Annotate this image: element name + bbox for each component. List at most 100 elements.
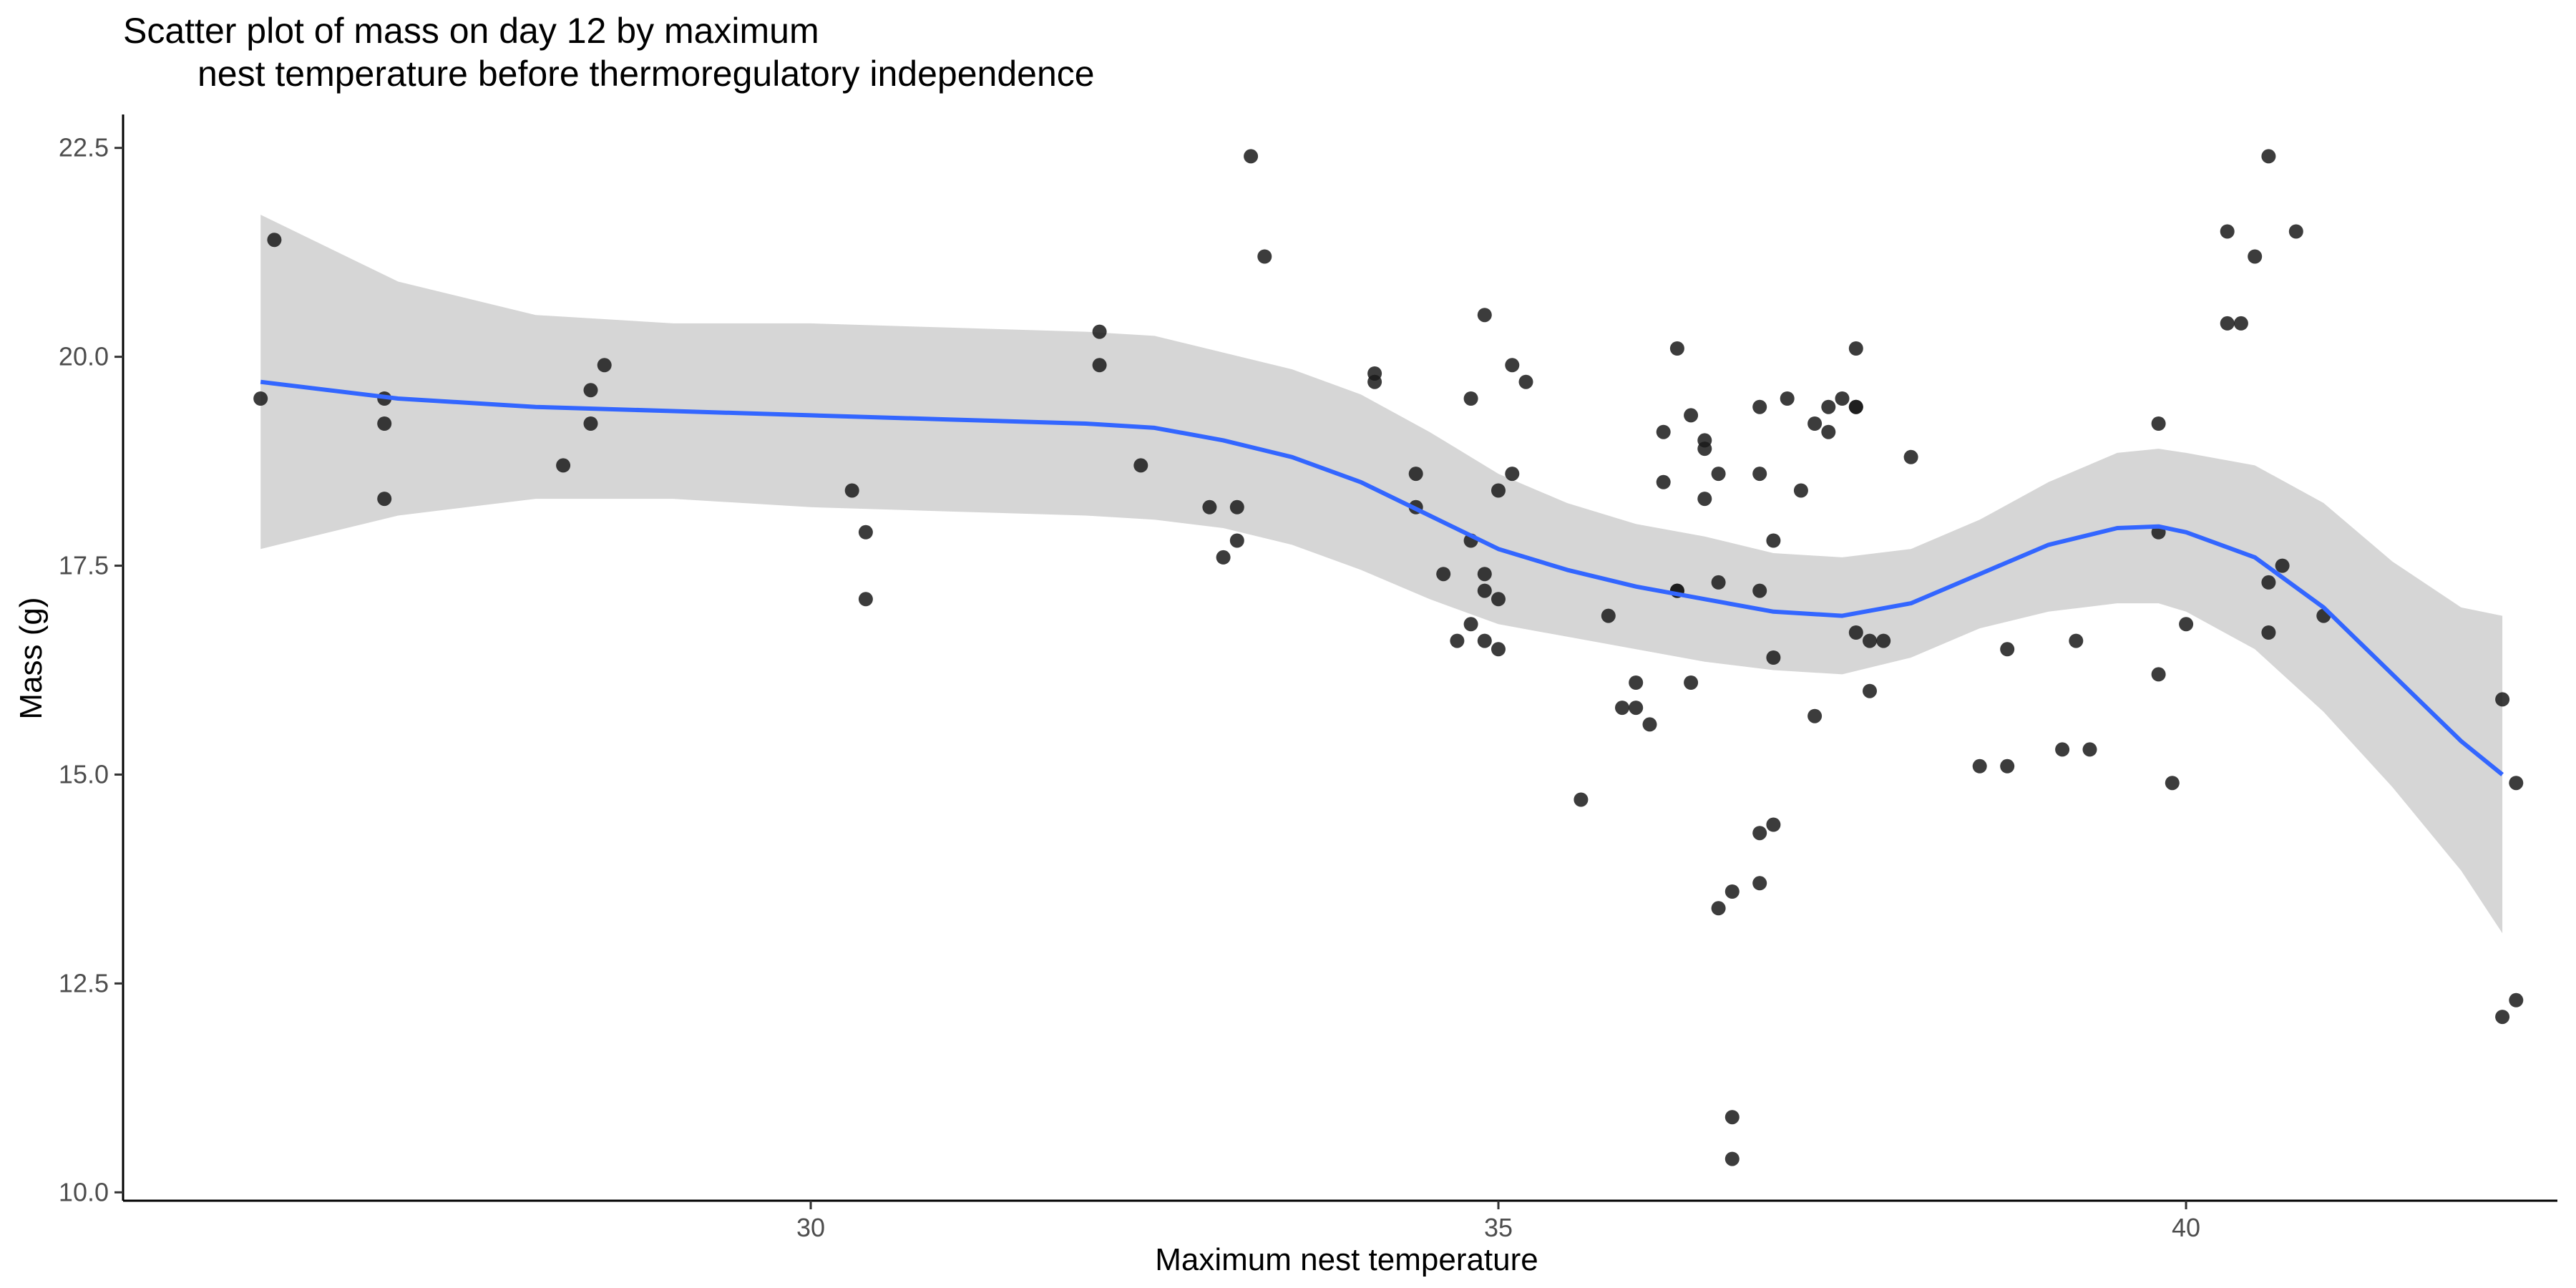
data-point [2233,316,2248,331]
data-point [1505,467,1520,482]
y-axis-ticks: 10.0 12.5 15.0 17.5 20.0 22.5 [59,133,123,1206]
data-point [1724,1151,1740,1166]
data-point [2165,776,2180,791]
data-point [1477,633,1492,648]
y-tick-label: 22.5 [59,133,109,162]
data-point [1505,358,1520,373]
data-point [1477,308,1492,323]
data-point [1216,550,1231,565]
data-point [1752,876,1767,891]
data-point [1092,324,1107,339]
data-point [556,458,571,473]
data-point [1491,483,1506,498]
data-point [1863,683,1877,698]
y-tick-label: 17.5 [59,551,109,580]
data-point [1807,416,1823,431]
data-point [1697,492,1712,507]
data-point [1092,358,1107,373]
data-point [1684,408,1699,423]
data-point [2495,1010,2510,1025]
data-point [1133,458,1148,473]
data-point [1863,633,1877,648]
x-tick-label: 35 [1484,1213,1513,1242]
data-point [2055,742,2070,757]
data-point [1518,374,1533,389]
data-point [2288,224,2303,239]
data-point [1684,675,1699,690]
data-point [1848,341,1863,356]
data-point [253,391,268,406]
data-point [583,383,598,398]
y-axis-title: Mass (g) [14,597,49,719]
data-point [1229,499,1244,514]
x-tick-label: 30 [796,1213,825,1242]
data-point [1629,701,1644,716]
y-tick-label: 15.0 [59,759,109,789]
data-point [1807,708,1823,723]
data-point [1669,341,1684,356]
confidence-band [260,215,2503,934]
data-point [1491,642,1506,657]
confidence-band-layer [260,215,2503,934]
data-point [1697,433,1712,448]
data-point [1477,567,1492,582]
data-point [858,592,873,607]
data-point [1574,792,1589,807]
data-point [2509,992,2524,1008]
data-point [1752,467,1767,482]
data-point [1450,633,1465,648]
data-point [2179,617,2194,632]
data-point [377,416,392,431]
data-point [2000,758,2015,774]
points-layer [253,149,2524,1166]
data-point [2495,692,2510,707]
data-point [1972,758,1987,774]
data-point [1463,617,1478,632]
data-point [1752,826,1767,841]
data-point [2220,224,2235,239]
smooth-line [260,379,2504,776]
data-point [1711,575,1726,590]
data-point [1615,701,1629,716]
data-point [2069,633,2084,648]
data-point [1724,884,1740,899]
data-point [1711,467,1726,482]
data-point [1821,424,1836,439]
chart-title-line2: nest temperature before thermoregulatory… [197,54,1095,94]
data-point [267,233,282,248]
data-point [1903,449,1918,464]
data-point [2261,625,2276,640]
data-point [1752,583,1767,598]
data-point [1766,533,1781,548]
data-point [2151,416,2166,431]
x-tick-label: 40 [2172,1213,2200,1242]
data-point [2220,316,2235,331]
data-point [844,483,859,498]
data-point [1491,592,1506,607]
data-point [1821,399,1836,414]
chart-title-line1: Scatter plot of mass on day 12 by maximu… [123,11,819,51]
data-point [1257,249,1272,264]
data-point [583,416,598,431]
data-point [2082,742,2097,757]
data-point [1876,633,1891,648]
data-point [1601,608,1616,623]
data-point [2151,667,2166,682]
data-point [1752,399,1767,414]
data-point [1229,533,1244,548]
y-tick-label: 20.0 [59,342,109,371]
data-point [1463,391,1478,406]
data-point [1711,901,1726,916]
data-point [2275,558,2290,573]
data-point [2261,149,2276,164]
data-point [1244,149,1259,164]
data-point [1367,366,1382,381]
data-point [1642,717,1657,732]
data-point [2261,575,2276,590]
data-point [1477,583,1492,598]
data-point [377,492,392,507]
data-point [1629,675,1644,690]
data-point [1793,483,1808,498]
data-point [1436,567,1451,582]
data-point [1202,499,1217,514]
